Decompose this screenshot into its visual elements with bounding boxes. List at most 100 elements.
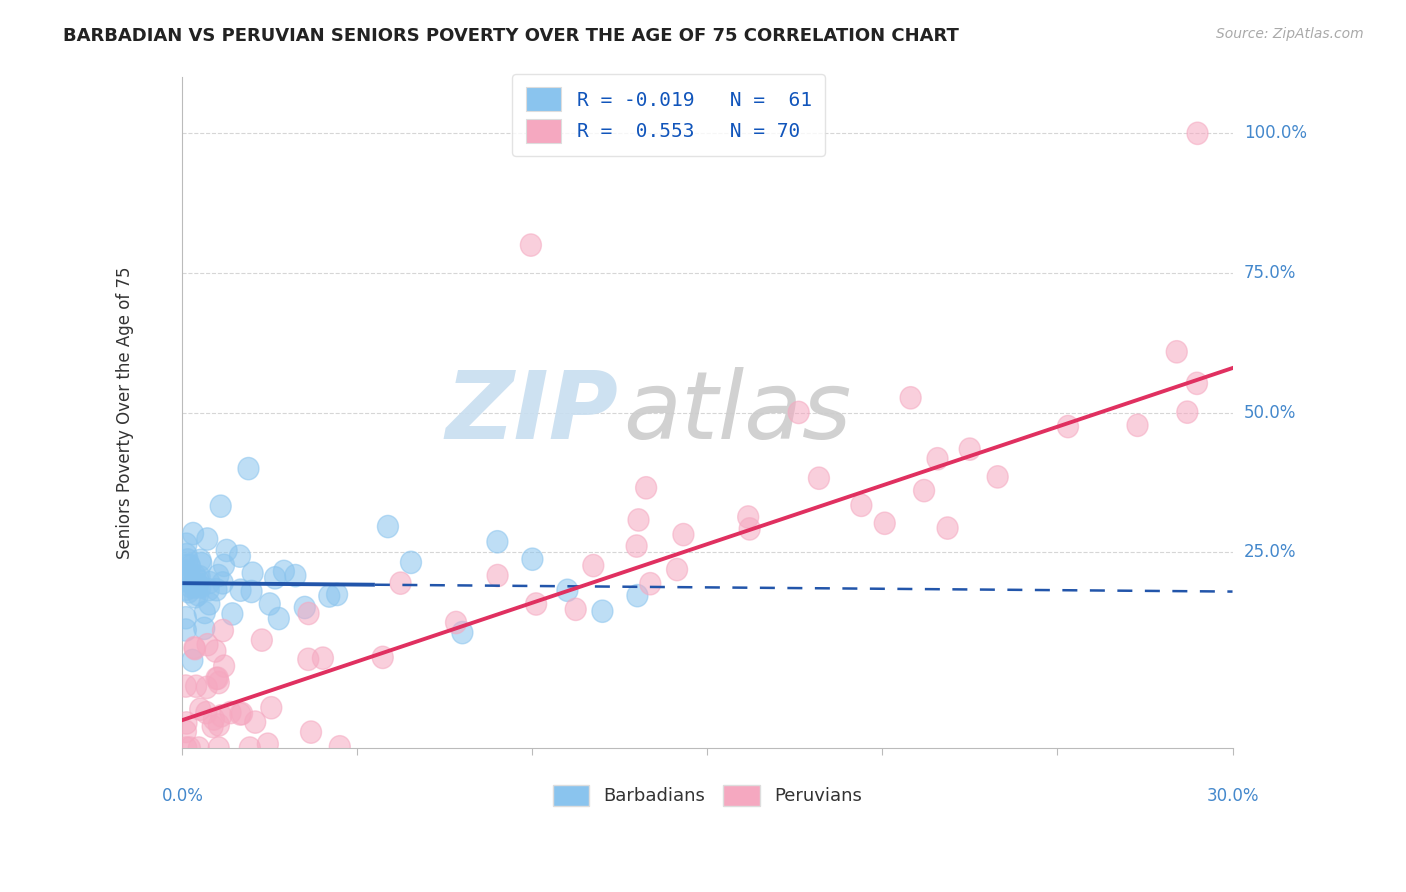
Ellipse shape <box>914 479 935 502</box>
Ellipse shape <box>190 549 211 572</box>
Ellipse shape <box>269 607 290 630</box>
Ellipse shape <box>188 570 209 592</box>
Ellipse shape <box>229 545 250 567</box>
Text: 30.0%: 30.0% <box>1206 787 1258 805</box>
Ellipse shape <box>260 697 281 719</box>
Ellipse shape <box>520 234 541 256</box>
Ellipse shape <box>285 565 307 587</box>
Ellipse shape <box>232 702 253 724</box>
Ellipse shape <box>242 562 263 584</box>
Ellipse shape <box>205 640 226 662</box>
Ellipse shape <box>194 601 215 624</box>
Ellipse shape <box>180 737 201 759</box>
Ellipse shape <box>1177 401 1198 424</box>
Ellipse shape <box>176 578 197 600</box>
Ellipse shape <box>208 714 229 736</box>
Ellipse shape <box>181 649 202 672</box>
Ellipse shape <box>207 667 228 690</box>
Ellipse shape <box>259 593 280 615</box>
Ellipse shape <box>197 676 218 698</box>
Ellipse shape <box>188 737 209 759</box>
Ellipse shape <box>666 558 688 581</box>
Ellipse shape <box>486 565 508 587</box>
Ellipse shape <box>176 560 197 582</box>
Ellipse shape <box>1187 122 1208 145</box>
Ellipse shape <box>190 698 211 721</box>
Ellipse shape <box>851 494 872 516</box>
Ellipse shape <box>377 516 398 538</box>
Text: 25.0%: 25.0% <box>1244 543 1296 561</box>
Text: Seniors Poverty Over the Age of 75: Seniors Poverty Over the Age of 75 <box>115 267 134 559</box>
Ellipse shape <box>627 584 648 607</box>
Text: 75.0%: 75.0% <box>1244 264 1296 282</box>
Ellipse shape <box>257 733 278 756</box>
Ellipse shape <box>959 438 980 460</box>
Ellipse shape <box>208 737 229 759</box>
Ellipse shape <box>446 611 467 633</box>
Ellipse shape <box>298 602 319 624</box>
Ellipse shape <box>197 633 218 656</box>
Ellipse shape <box>900 386 921 409</box>
Ellipse shape <box>222 603 243 625</box>
Ellipse shape <box>191 552 212 574</box>
Ellipse shape <box>245 711 266 733</box>
Ellipse shape <box>927 448 948 470</box>
Text: 0.0%: 0.0% <box>162 787 204 805</box>
Ellipse shape <box>212 572 233 594</box>
Ellipse shape <box>176 675 197 698</box>
Ellipse shape <box>214 655 235 677</box>
Ellipse shape <box>738 506 759 528</box>
Ellipse shape <box>636 476 657 499</box>
Ellipse shape <box>219 701 240 723</box>
Ellipse shape <box>177 549 198 571</box>
Ellipse shape <box>1128 414 1149 436</box>
Ellipse shape <box>987 466 1008 488</box>
Ellipse shape <box>231 703 250 725</box>
Ellipse shape <box>205 667 226 690</box>
Ellipse shape <box>628 508 650 531</box>
Ellipse shape <box>176 533 197 556</box>
Ellipse shape <box>298 648 319 671</box>
Ellipse shape <box>208 565 229 587</box>
Ellipse shape <box>176 737 197 759</box>
Ellipse shape <box>204 708 225 731</box>
Ellipse shape <box>186 675 207 698</box>
Ellipse shape <box>626 535 647 558</box>
Text: ZIP: ZIP <box>446 367 619 458</box>
Ellipse shape <box>319 585 340 607</box>
Ellipse shape <box>312 647 333 669</box>
Ellipse shape <box>239 737 260 759</box>
Ellipse shape <box>486 531 508 553</box>
Ellipse shape <box>176 543 197 566</box>
Ellipse shape <box>264 566 285 589</box>
Ellipse shape <box>198 592 219 615</box>
Ellipse shape <box>180 555 201 578</box>
Ellipse shape <box>1187 372 1208 394</box>
Text: BARBADIAN VS PERUVIAN SENIORS POVERTY OVER THE AGE OF 75 CORRELATION CHART: BARBADIAN VS PERUVIAN SENIORS POVERTY OV… <box>63 27 959 45</box>
Ellipse shape <box>202 715 224 738</box>
Ellipse shape <box>194 617 215 640</box>
Ellipse shape <box>179 581 200 603</box>
Ellipse shape <box>673 524 695 546</box>
Ellipse shape <box>326 583 347 606</box>
Ellipse shape <box>294 597 315 619</box>
Ellipse shape <box>565 599 586 621</box>
Ellipse shape <box>329 736 350 758</box>
Ellipse shape <box>190 575 211 599</box>
Ellipse shape <box>640 573 661 595</box>
Ellipse shape <box>198 572 219 594</box>
Ellipse shape <box>187 583 208 606</box>
Ellipse shape <box>184 576 205 599</box>
Ellipse shape <box>198 579 219 601</box>
Ellipse shape <box>176 568 197 591</box>
Ellipse shape <box>176 570 197 592</box>
Ellipse shape <box>1166 341 1187 363</box>
Ellipse shape <box>179 554 200 576</box>
Ellipse shape <box>522 548 543 570</box>
Ellipse shape <box>301 721 322 743</box>
Ellipse shape <box>451 622 472 644</box>
Ellipse shape <box>176 721 197 743</box>
Ellipse shape <box>373 646 394 668</box>
Ellipse shape <box>207 579 226 601</box>
Ellipse shape <box>183 523 204 545</box>
